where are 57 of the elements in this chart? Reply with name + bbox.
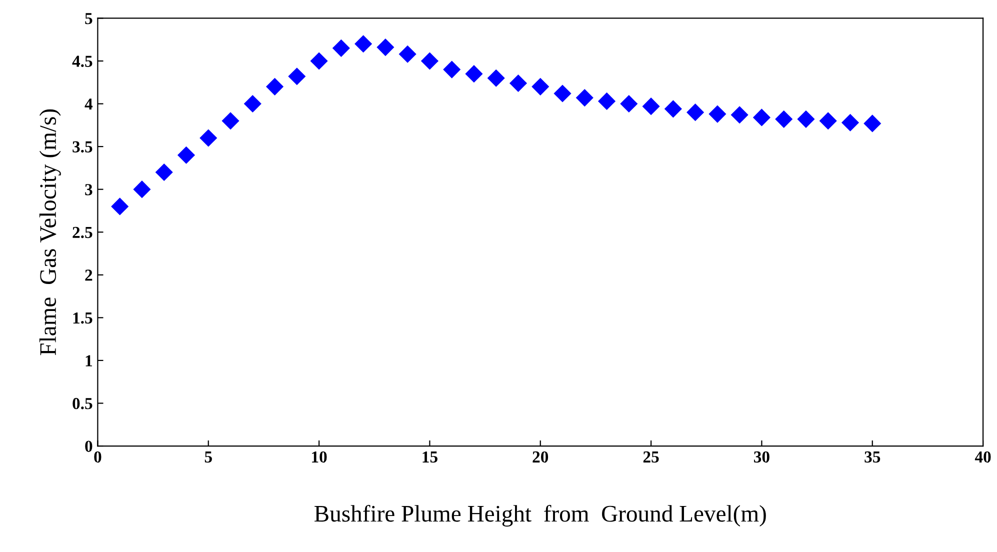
y-tick-label: 4 [84,98,93,110]
point [443,60,461,78]
x-tick-label: 15 [422,451,438,463]
point [155,163,173,182]
point [266,78,284,96]
y-tick-label: 1.5 [73,312,92,324]
x-tick-label: 30 [754,451,770,463]
point [864,114,882,132]
y-tick-label: 2.5 [72,226,92,238]
point [554,84,572,102]
x-tick-label: 0 [94,451,102,463]
point [642,98,660,116]
point [310,52,328,70]
x-tick-label: 20 [532,451,548,463]
y-tick-label: 0.5 [72,398,92,410]
x-tick-label: 40 [974,451,991,463]
point [664,100,682,118]
y-tick-label: 4.5 [72,56,92,68]
x-tick-label: 10 [312,451,327,463]
point [244,94,262,113]
y-tick-label: 2 [85,270,92,281]
y-tick-label: 3 [85,184,92,196]
point [752,108,770,126]
point [598,92,616,110]
point [532,78,550,96]
point [376,38,394,56]
point [354,35,372,53]
point [111,198,129,216]
point [686,104,704,122]
point [133,180,151,198]
x-tick-label: 5 [204,452,212,463]
point [222,112,240,130]
x-axis-title: Bushfire Plume Height from Ground Level(m) [314,504,766,527]
point [708,105,726,123]
point [465,65,483,83]
point [288,68,306,86]
y-tick-label: 0 [85,440,92,452]
y-tick-label: 5 [85,13,92,24]
point [841,114,860,132]
point [398,45,416,63]
point [177,146,196,164]
x-tick-label: 35 [864,451,880,463]
point [576,89,594,107]
point [200,129,218,147]
point [332,39,350,57]
point [775,110,793,128]
y-tick-label: 1 [86,355,92,366]
point [819,112,837,130]
point [620,94,638,113]
point [487,69,505,87]
point [420,52,438,70]
y-axis-title: Flame Gas Velocity (m/s) [39,109,61,356]
point [509,74,528,92]
x-tick-label: 25 [643,451,659,463]
point [730,106,748,124]
y-tick-label: 3.5 [72,141,92,153]
point [797,110,815,128]
